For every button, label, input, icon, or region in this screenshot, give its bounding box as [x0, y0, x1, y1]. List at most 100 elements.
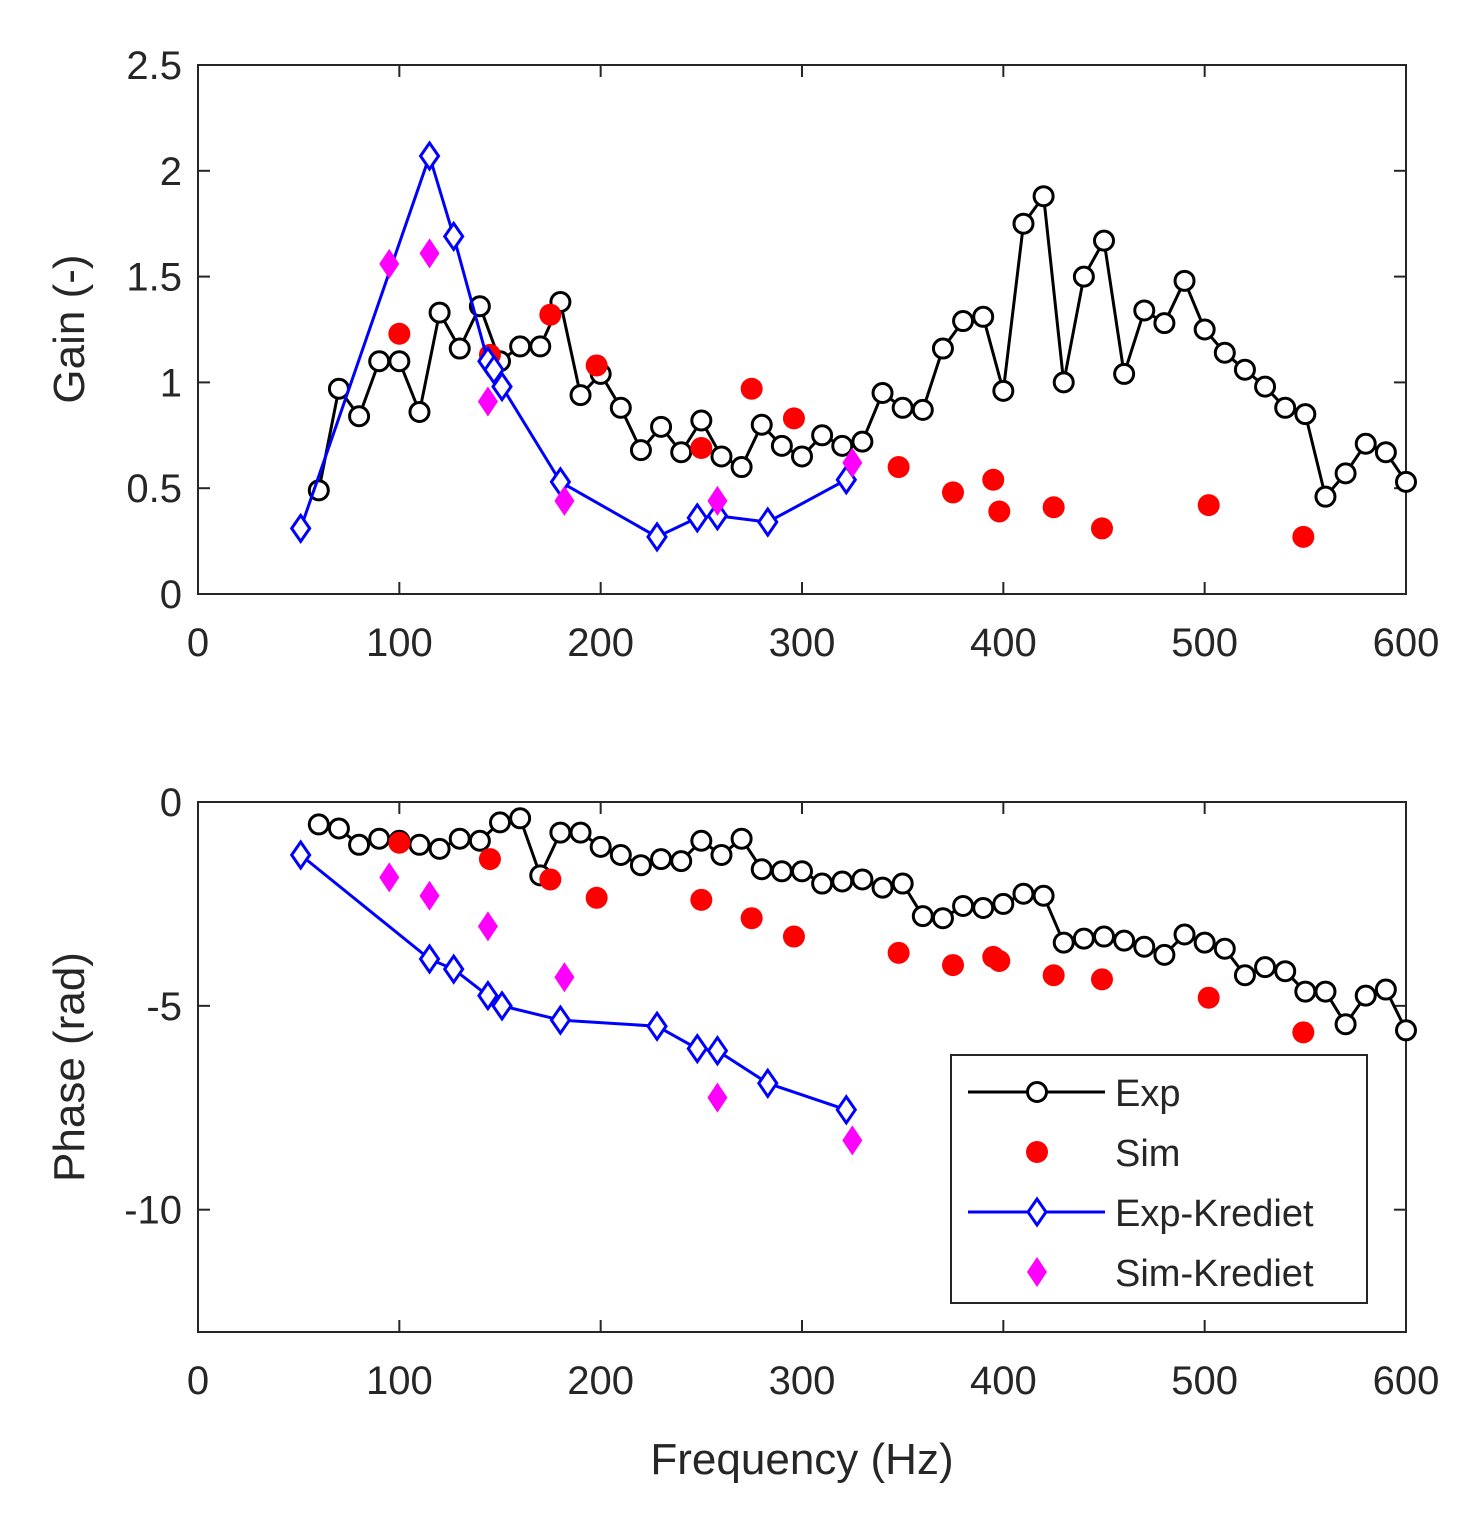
gain-exp-point	[1153, 312, 1176, 335]
legend: Exp Sim Exp-Krediet Sim-Krediet	[950, 1054, 1368, 1304]
gain-exp-krediet-point	[646, 521, 668, 553]
gain-series-sim-krediet	[379, 238, 863, 516]
phase-sim-point	[388, 831, 411, 854]
gain-exp-point	[831, 434, 854, 457]
phase-sim-point	[1042, 964, 1065, 987]
phase-exp-point	[931, 907, 954, 930]
phase-exp-point	[891, 872, 914, 895]
gain-exp-point	[529, 335, 552, 358]
gain-exp-krediet-line	[299, 154, 848, 539]
phase-exp-point	[489, 811, 511, 834]
phase-sim-point	[478, 848, 501, 871]
legend-exp-marker	[1026, 1081, 1048, 1103]
gain-xtick-label: 0	[187, 621, 209, 665]
legend-label-sim-krediet: Sim-Krediet	[1115, 1253, 1314, 1295]
phase-exp-point	[730, 827, 753, 850]
gain-xtick-label: 500	[1171, 621, 1238, 665]
phase-exp-point	[791, 860, 813, 883]
phase-exp-krediet-line	[299, 853, 847, 1112]
gain-exp-point	[871, 381, 894, 404]
gain-exp-point	[1052, 371, 1075, 394]
phase-xtick-label: 200	[567, 1359, 634, 1403]
gain-ytick-label: 0.5	[126, 467, 182, 511]
gain-sim-krediet-point	[477, 386, 498, 417]
gain-exp-point	[911, 398, 934, 421]
phase-sim-krediet-point	[707, 1082, 728, 1113]
phase-exp-point	[690, 829, 713, 852]
gain-exp-point	[1395, 470, 1417, 493]
gain-sim-point	[982, 468, 1005, 491]
phase-exp-point	[307, 813, 330, 836]
phase-sim-point	[585, 886, 608, 909]
phase-ticks: 0 100 200 300 400 500 600 0 -5 -10	[124, 781, 1439, 1403]
gain-exp-point	[609, 396, 632, 419]
gain-ylabel: Gain (-)	[45, 254, 94, 403]
gain-exp-point	[791, 445, 813, 468]
phase-series-exp-krediet	[289, 839, 858, 1126]
phase-ylabel: Phase (rad)	[45, 952, 94, 1182]
phase-exp-point	[428, 837, 451, 860]
gain-exp-point	[1093, 229, 1115, 252]
phase-sim-krediet-point	[379, 862, 400, 893]
legend-entry-sim: Sim	[1026, 1133, 1180, 1175]
gain-exp-point	[650, 415, 673, 438]
gain-sim-krediet-point	[379, 248, 400, 279]
phase-exp-point	[831, 870, 854, 893]
gain-exp-point	[750, 413, 773, 436]
phase-sim-point	[782, 925, 805, 948]
gain-exp-point	[569, 384, 592, 407]
phase-exp-point	[549, 821, 572, 844]
phase-sim-krediet-point	[554, 962, 575, 993]
phase-sim-point	[539, 868, 562, 891]
gain-exp-point	[851, 430, 874, 453]
legend-exp-krediet-marker	[1026, 1196, 1048, 1228]
gain-exp-point	[1354, 432, 1377, 455]
phase-exp-point	[509, 807, 532, 830]
gain-sim-point	[942, 481, 964, 504]
phase-xtick-label: 300	[769, 1359, 836, 1403]
gain-sim-point	[782, 407, 805, 430]
phase-exp-krediet-point	[418, 943, 441, 975]
gain-xtick-label: 200	[567, 621, 634, 665]
legend-sim-krediet-marker	[1027, 1257, 1047, 1287]
phase-exp-krediet-point	[756, 1067, 779, 1099]
gain-sim-point	[887, 456, 910, 479]
gain-xtick-label: 300	[769, 621, 836, 665]
gain-sim-point	[388, 322, 411, 345]
phase-sim-point	[1090, 968, 1113, 991]
gain-exp-point	[1173, 269, 1196, 292]
gain-exp-point	[1233, 358, 1256, 381]
phase-exp-point	[1274, 960, 1297, 983]
legend-label-exp: Exp	[1115, 1073, 1180, 1115]
phase-series	[289, 807, 1417, 1156]
gain-ytick-label: 1	[160, 361, 182, 405]
legend-entry-exp: Exp	[968, 1073, 1180, 1115]
phase-sim-point	[942, 954, 964, 977]
legend-label-exp-krediet: Exp-Krediet	[1115, 1193, 1314, 1235]
gain-exp-krediet-point	[418, 140, 441, 172]
phase-exp-point	[1093, 925, 1115, 948]
phase-exp-point	[1294, 980, 1317, 1003]
gain-exp-point	[992, 379, 1015, 402]
phase-exp-point	[1113, 929, 1136, 952]
gain-panel: 0 100 200 300 400 500 600 0 0.5 1 1.5 2 2.5 Gain (-)	[45, 44, 1439, 665]
phase-exp-point	[629, 854, 652, 877]
phase-exp-krediet-point	[706, 1035, 729, 1067]
phase-exp-point	[1254, 956, 1277, 979]
legend-sim-marker	[1026, 1141, 1048, 1163]
gain-exp-point	[428, 301, 451, 324]
gain-series-exp-krediet	[289, 140, 858, 553]
gain-exp-point	[1193, 318, 1216, 341]
gain-exp-point	[1113, 362, 1136, 385]
gain-exp-point	[730, 456, 753, 479]
gain-xtick-label: 100	[366, 621, 433, 665]
phase-exp-point	[1173, 923, 1196, 946]
gain-series-exp	[307, 185, 1417, 508]
gain-exp-krediet-point	[756, 506, 779, 538]
phase-exp-point	[650, 848, 673, 871]
gain-sim-krediet-point	[707, 485, 728, 516]
phase-exp-point	[952, 894, 975, 917]
legend-label-sim: Sim	[1115, 1133, 1180, 1175]
gain-xtick-label: 600	[1373, 621, 1440, 665]
phase-exp-point	[368, 827, 391, 850]
